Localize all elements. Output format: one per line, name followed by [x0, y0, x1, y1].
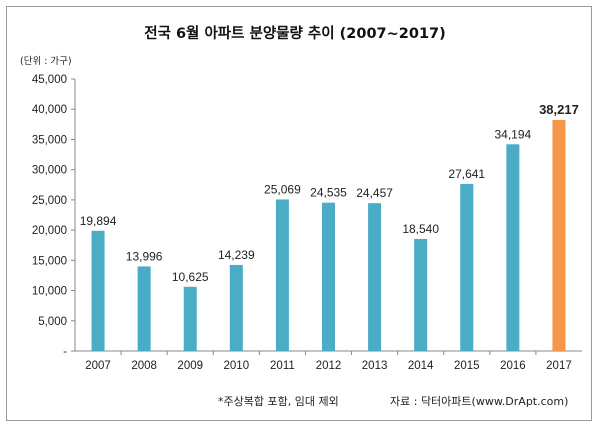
x-tick-label-2012: 2012: [316, 360, 342, 372]
y-tick-label: 10,000: [32, 286, 67, 298]
x-tick-label-2007: 2007: [85, 360, 111, 372]
bars: [91, 119, 566, 351]
data-label-2015: 27,641: [448, 167, 485, 181]
data-label-2007: 19,894: [80, 214, 117, 228]
x-axis-ticks: 2007 2008 2009 2010 2011 2012 2013 2014 2015 2016…: [85, 351, 572, 372]
chart-title: 전국 6월 아파트 분양물량 추이 (2007~2017): [144, 24, 446, 42]
bar-2010: [229, 264, 243, 351]
unit-label: (단위 : 가구): [20, 55, 72, 67]
chart-frame: [6, 6, 592, 421]
bar-2008: [137, 266, 151, 351]
data-label-2014: 18,540: [402, 222, 439, 236]
y-tick-label: 20,000: [32, 225, 67, 237]
data-label-2008: 13,996: [126, 249, 163, 263]
x-tick-label-2011: 2011: [270, 360, 295, 372]
data-label-2010: 14,239: [218, 248, 255, 262]
x-tick-label-2016: 2016: [500, 360, 526, 372]
x-tick-label-2010: 2010: [224, 360, 250, 372]
x-tick-label-2014: 2014: [408, 360, 434, 372]
data-label-2013: 24,457: [356, 186, 393, 200]
footnote: *주상복합 포함, 임대 제외: [218, 395, 339, 408]
data-labels: 19,894 13,996 10,625 14,239 25,069 24,535 24,4…: [80, 102, 579, 284]
y-tick-label: 30,000: [32, 165, 67, 177]
source-note: 자료 : 닥터아파트(www.DrApt.com): [390, 395, 568, 408]
x-tick-label-2009: 2009: [177, 360, 203, 372]
y-axis-ticks: - 5,000 10,000 15,000 20,000 25,000 30,000 35,0…: [32, 74, 75, 358]
bar-2013: [368, 203, 382, 351]
y-tick-label: 45,000: [32, 74, 67, 86]
bar-2007: [91, 230, 105, 351]
x-tick-label-2017: 2017: [546, 360, 572, 372]
bar-2009: [183, 286, 197, 351]
x-tick-label-2015: 2015: [454, 360, 480, 372]
y-tick-label: 25,000: [32, 195, 67, 207]
data-label-2016: 34,194: [495, 127, 532, 141]
data-label-2012: 24,535: [310, 186, 347, 200]
data-label-2009: 10,625: [172, 270, 209, 284]
data-label-2011: 25,069: [264, 182, 301, 196]
bar-2012: [322, 202, 335, 351]
bar-2016: [506, 144, 520, 351]
bar-2014: [414, 238, 428, 351]
bar-2017: [552, 119, 566, 351]
data-label-2017: 38,217: [539, 102, 579, 117]
y-tick-label: -: [63, 346, 67, 358]
x-tick-label-2013: 2013: [362, 360, 388, 372]
bar-2015: [460, 183, 474, 351]
bar-2011: [275, 199, 289, 351]
y-tick-label: 35,000: [32, 134, 67, 146]
y-tick-label: 40,000: [32, 104, 67, 116]
x-tick-label-2008: 2008: [131, 360, 157, 372]
y-tick-label: 15,000: [32, 255, 67, 267]
y-tick-label: 5,000: [38, 316, 67, 328]
